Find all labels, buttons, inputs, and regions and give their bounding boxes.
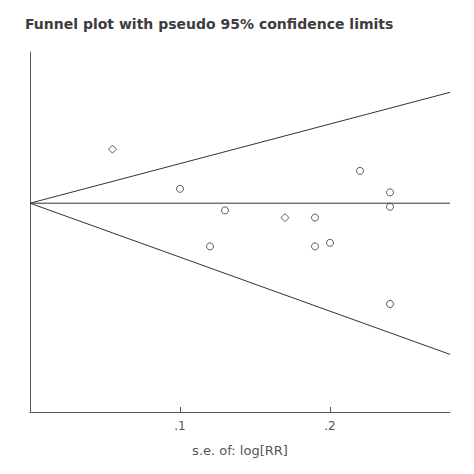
svg-text:s.e. of: log[RR]: s.e. of: log[RR] [192,443,288,458]
svg-text:.2: .2 [324,419,335,433]
svg-text:.1: .1 [174,419,185,433]
svg-text:Funnel plot with pseudo 95% co: Funnel plot with pseudo 95% confidence l… [25,16,393,32]
